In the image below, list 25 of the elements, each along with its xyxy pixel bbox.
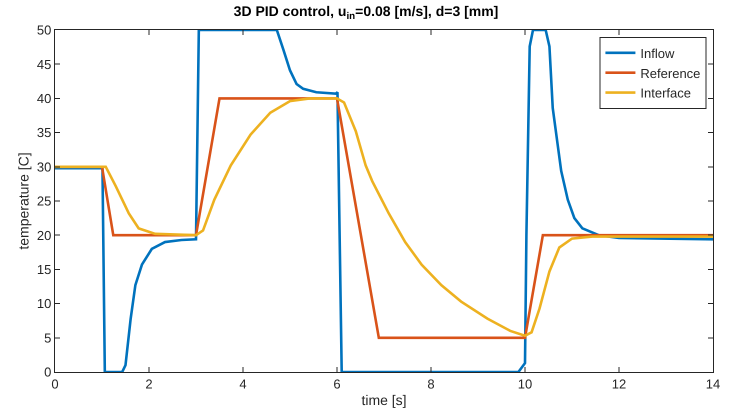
x-tick-label: 10 <box>518 376 532 392</box>
x-tick-label: 6 <box>333 376 341 392</box>
x-tick-label: 12 <box>612 376 626 392</box>
legend-label: Inflow <box>640 46 675 61</box>
x-tick-label: 8 <box>427 376 435 392</box>
y-tick-label: 10 <box>36 296 52 312</box>
x-tick-label: 14 <box>706 376 720 392</box>
chart-title: 3D PID control, u$_{in}$=0.08 [m/s], d=3 [mm] <box>234 3 498 22</box>
y-tick-label: 5 <box>44 330 52 346</box>
legend-label: Interface <box>640 86 692 101</box>
legend-label: Reference <box>640 66 700 81</box>
x-axis-title: time [s] <box>361 392 407 408</box>
y-axis-title: temperature [C] <box>16 152 32 250</box>
y-tick-label: 0 <box>44 364 52 380</box>
y-tick-label: 40 <box>36 90 52 106</box>
line-series <box>55 30 713 372</box>
x-tick-label: 4 <box>239 376 247 392</box>
y-tick-label: 20 <box>36 228 52 243</box>
y-tick-label: 15 <box>36 262 52 277</box>
y-tick-label: 50 <box>36 22 52 38</box>
y-tick-label: 25 <box>36 194 52 209</box>
x-tick-label: 2 <box>145 376 153 392</box>
y-tick-label: 30 <box>36 159 52 174</box>
y-tick-label: 35 <box>36 125 52 140</box>
y-tick-label: 45 <box>36 56 52 72</box>
